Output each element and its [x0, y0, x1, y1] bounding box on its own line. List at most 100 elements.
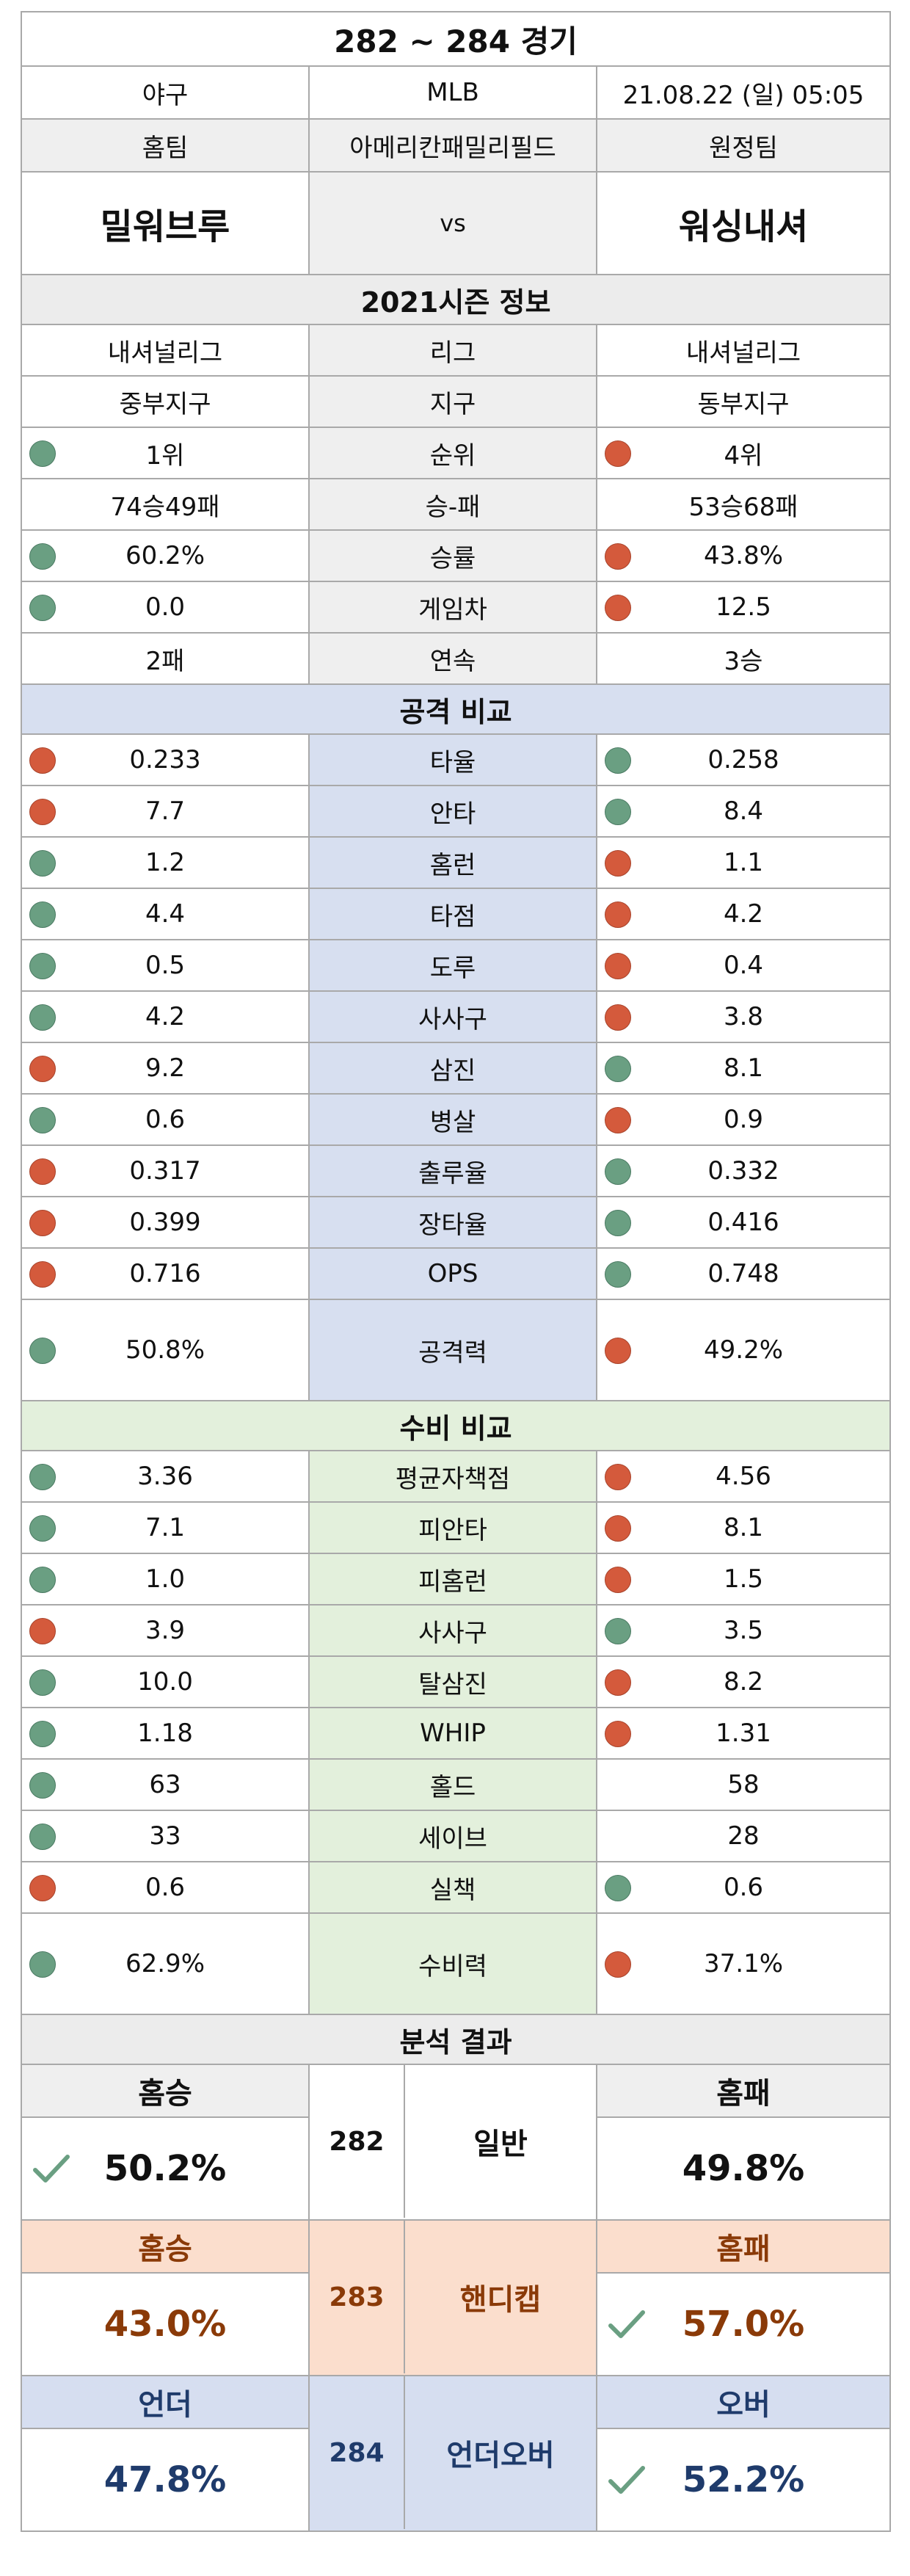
- stat-label: 순위: [308, 427, 597, 479]
- bet-type-label: 언더오버: [446, 2439, 555, 2472]
- home-value-text: 4.4: [145, 899, 186, 929]
- home-value: 0.399: [21, 1196, 310, 1249]
- attack-section-title-text: 공격 비교: [399, 695, 512, 728]
- away-value: 3.8: [595, 990, 892, 1043]
- green-indicator-dot: [605, 1210, 631, 1236]
- away-value-text: 8.1: [723, 1053, 764, 1083]
- season-section-title-text: 2021시즌 정보: [360, 286, 551, 319]
- season-row: 0.0 게임차 12.5: [21, 581, 892, 634]
- stat-label: 피안타: [308, 1501, 597, 1554]
- home-value: 7.1: [21, 1501, 310, 1554]
- red-indicator-dot: [605, 1464, 631, 1490]
- defense-section-title: 수비 비교: [20, 1400, 892, 1451]
- home-value-text: 1위: [145, 440, 185, 471]
- season-row: 내셔널리그 리그 내셔널리그: [21, 324, 892, 377]
- right-result-head-text: 오버: [716, 2388, 771, 2422]
- stat-label: 홀드: [308, 1758, 597, 1811]
- stat-label: 도루: [308, 939, 597, 992]
- away-value: 4.56: [595, 1450, 892, 1503]
- season-row: 74승49패 승-패 53승68패: [21, 478, 892, 531]
- away-value-text: 8.1: [723, 1513, 764, 1542]
- away-value-text: 43.8%: [704, 541, 784, 570]
- stat-label-text: 실책: [429, 1875, 476, 1905]
- away-value-text: 4.2: [723, 899, 764, 929]
- left-result-value-text: 47.8%: [103, 2459, 227, 2500]
- green-indicator-dot: [605, 1056, 631, 1082]
- sheet-title: 282 ~ 284 경기: [20, 11, 892, 67]
- away-value: 43.8%: [595, 529, 892, 582]
- home-value-text: 7.7: [145, 797, 186, 826]
- home-value-text: 50.8%: [125, 1335, 205, 1365]
- stat-label-text: 승-패: [425, 492, 481, 522]
- analysis-section-title: 분석 결과: [20, 2014, 892, 2065]
- home-value-text: 74승49패: [110, 492, 220, 522]
- defense-row: 7.1 피안타 8.1: [21, 1501, 892, 1554]
- season-row: 2패 연속 3승: [21, 632, 892, 685]
- stat-label-text: 게임차: [418, 595, 487, 625]
- home-value-text: 9.2: [145, 1053, 186, 1083]
- right-result-value-text: 49.8%: [682, 2148, 805, 2189]
- stat-label: OPS: [308, 1247, 597, 1300]
- home-value-text: 62.9%: [125, 1949, 205, 1978]
- left-result-head: 홈승: [21, 2219, 310, 2274]
- away-value-text: 0.9: [723, 1105, 764, 1134]
- right-result-value-text: 52.2%: [682, 2459, 805, 2500]
- match-analysis-sheet: 282 ~ 284 경기 야구 MLB 21.08.22 (일) 05:05 홈…: [20, 11, 892, 2532]
- home-value: 4.2: [21, 990, 310, 1043]
- home-value-text: 2패: [145, 646, 185, 676]
- red-indicator-dot: [29, 1210, 56, 1236]
- stat-label-text: 사사구: [418, 1004, 487, 1034]
- home-value-text: 0.6: [145, 1873, 186, 1902]
- stat-label: 타율: [308, 733, 597, 786]
- right-result-head: 홈패: [595, 2064, 892, 2118]
- attack-row: 7.7 안타 8.4: [21, 785, 892, 838]
- stat-label: 수비력: [308, 1912, 597, 2015]
- green-indicator-dot: [605, 1875, 631, 1901]
- stat-label-text: 피홈런: [418, 1567, 487, 1597]
- red-indicator-dot: [605, 595, 631, 621]
- datetime-cell: 21.08.22 (일) 05:05: [595, 65, 892, 120]
- stat-label: 타점: [308, 888, 597, 940]
- stat-label-text: 홀드: [429, 1772, 476, 1802]
- sport-cell: 야구: [21, 65, 310, 120]
- home-value: 0.317: [21, 1144, 310, 1197]
- stat-label: 탈삼진: [308, 1655, 597, 1708]
- home-value: 2패: [21, 632, 310, 685]
- green-indicator-dot: [29, 595, 56, 621]
- away-value-text: 37.1%: [704, 1949, 784, 1978]
- season-row: 1위 순위 4위: [21, 427, 892, 479]
- game-number: 283: [310, 2221, 405, 2373]
- stat-label: 승-패: [308, 478, 597, 531]
- left-result-value: 50.2%: [21, 2116, 310, 2221]
- home-value: 4.4: [21, 888, 310, 940]
- away-value: 4.2: [595, 888, 892, 940]
- away-value: 28: [595, 1810, 892, 1862]
- red-indicator-dot: [29, 1618, 56, 1644]
- away-value: 4위: [595, 427, 892, 479]
- game-info: 282 일반: [308, 2064, 597, 2221]
- stat-label: 삼진: [308, 1042, 597, 1095]
- stat-label: 승률: [308, 529, 597, 582]
- green-indicator-dot: [29, 850, 56, 877]
- green-indicator-dot: [605, 1618, 631, 1644]
- defense-row: 33 세이브 28: [21, 1810, 892, 1862]
- away-value-text: 49.2%: [704, 1335, 784, 1365]
- home-value-text: 0.317: [129, 1156, 201, 1186]
- home-value: 10.0: [21, 1655, 310, 1708]
- stat-label: 공격력: [308, 1299, 597, 1401]
- home-value: 0.5: [21, 939, 310, 992]
- green-indicator-dot: [29, 1772, 56, 1799]
- right-result-value: 49.8%: [595, 2116, 892, 2221]
- home-value-text: 0.5: [145, 951, 186, 980]
- stat-label-text: 도루: [429, 953, 476, 983]
- defense-section-title-text: 수비 비교: [399, 1412, 512, 1445]
- defense-row: 3.9 사사구 3.5: [21, 1604, 892, 1657]
- away-value-text: 0.332: [707, 1156, 779, 1186]
- analysis-section-title-text: 분석 결과: [399, 2025, 512, 2058]
- away-value-text: 4.56: [716, 1462, 771, 1491]
- stat-label: 리그: [308, 324, 597, 377]
- stat-label-text: 타점: [429, 901, 476, 932]
- away-value: 0.332: [595, 1144, 892, 1197]
- home-value: 3.36: [21, 1450, 310, 1503]
- attack-row: 9.2 삼진 8.1: [21, 1042, 892, 1095]
